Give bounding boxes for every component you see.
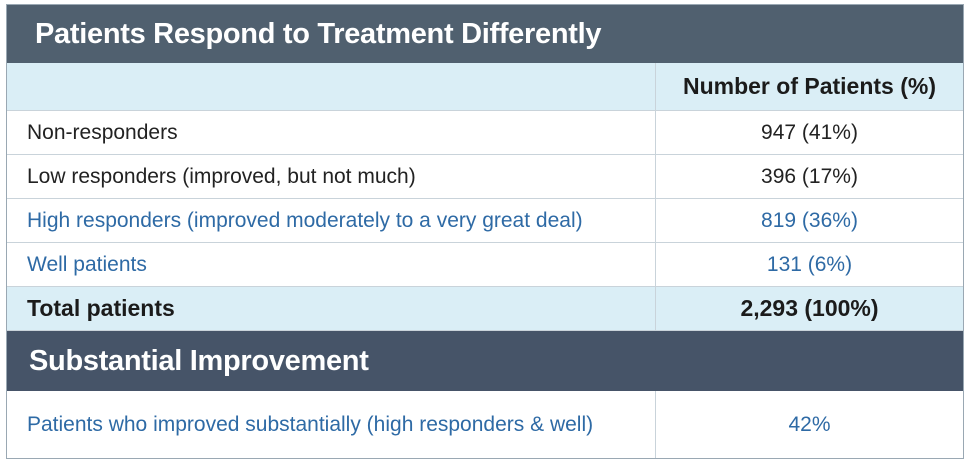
table-row: Non-responders 947 (41%) [7,111,963,155]
total-value: 2,293 (100%) [740,295,879,321]
row-value: 947 (41%) [761,120,858,144]
row-label: Low responders (improved, but not much) [7,155,656,198]
row-label: Non-responders [7,111,656,154]
column-header-row: Number of Patients (%) [7,63,963,111]
header-empty-cell [7,63,656,110]
row-value: 42% [788,412,831,436]
total-row: Total patients 2,293 (100%) [7,287,963,331]
table-title: Patients Respond to Treatment Differentl… [7,5,963,63]
total-label: Total patients [7,287,656,330]
row-label: Patients who improved substantially (hig… [7,391,656,458]
substantial-improvement-row: Patients who improved substantially (hig… [7,391,963,458]
row-value: 131 (6%) [766,252,853,276]
table-row: Low responders (improved, but not much) … [7,155,963,199]
header-number-of-patients: Number of Patients (%) [682,73,937,99]
row-value: 819 (36%) [761,208,858,232]
section-title-substantial-improvement: Substantial Improvement [7,331,963,391]
patients-response-table: Patients Respond to Treatment Differentl… [6,4,964,459]
table-row: High responders (improved moderately to … [7,199,963,243]
row-value: 396 (17%) [761,164,858,188]
table-row: Well patients 131 (6%) [7,243,963,287]
row-label: Well patients [7,243,656,286]
row-label: High responders (improved moderately to … [7,199,656,242]
